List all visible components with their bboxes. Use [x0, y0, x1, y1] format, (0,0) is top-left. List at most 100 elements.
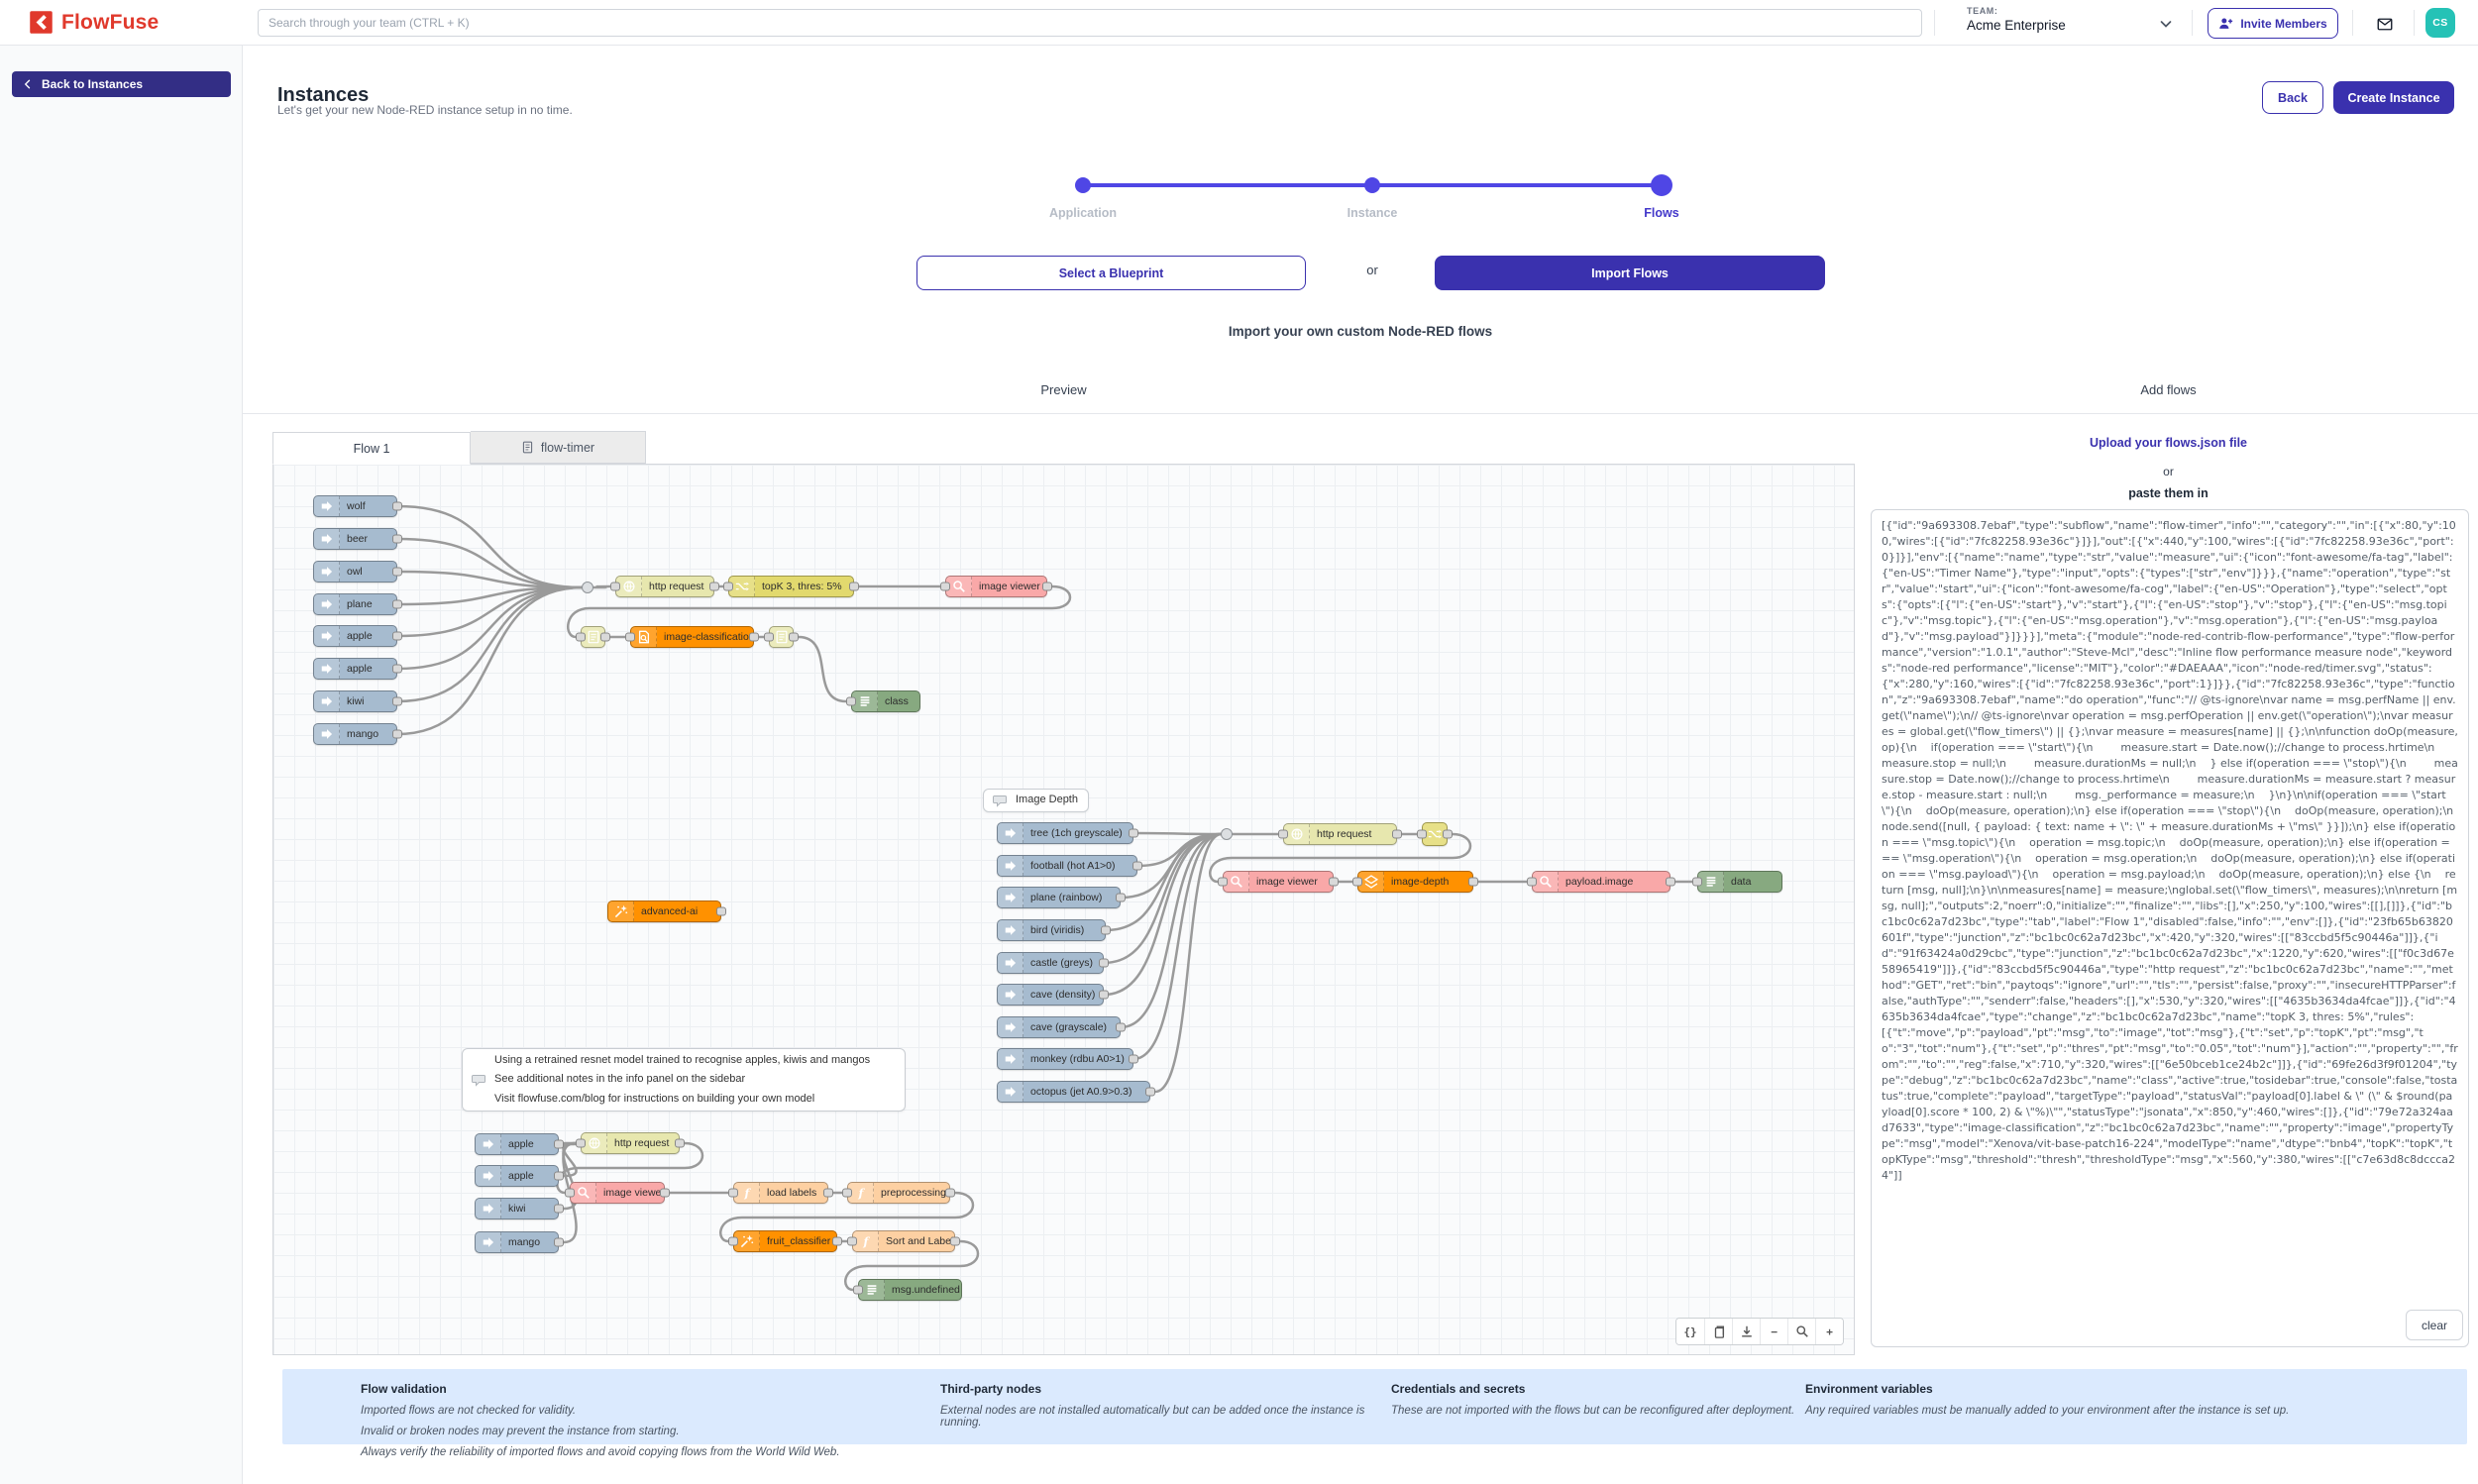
- flow-comment[interactable]: Using a retrained resnet model trained t…: [462, 1048, 906, 1112]
- code-icon[interactable]: {}: [1676, 1319, 1704, 1344]
- stepper-dot-instance[interactable]: [1364, 177, 1380, 193]
- flow-node-change[interactable]: [1417, 822, 1453, 846]
- node-output-port[interactable]: [392, 664, 402, 674]
- node-output-port[interactable]: [1116, 1022, 1126, 1032]
- node-output-port[interactable]: [554, 1139, 564, 1149]
- node-input-port[interactable]: [1352, 877, 1362, 887]
- flow-node-image-viewer[interactable]: image viewer: [940, 576, 1052, 597]
- node-output-port[interactable]: [554, 1237, 564, 1247]
- back-to-instances-button[interactable]: Back to Instances: [12, 71, 231, 97]
- flow-comment[interactable]: Image Depth: [983, 789, 1089, 812]
- back-button[interactable]: Back: [2262, 81, 2323, 114]
- flow-node-template[interactable]: [764, 626, 799, 648]
- node-input-port[interactable]: [625, 632, 635, 642]
- node-output-port[interactable]: [1468, 877, 1478, 887]
- node-input-port[interactable]: [610, 582, 620, 591]
- node-output-port[interactable]: [660, 1188, 670, 1198]
- node-output-port[interactable]: [1129, 1054, 1138, 1064]
- node-output-port[interactable]: [1116, 893, 1126, 902]
- node-output-port[interactable]: [749, 632, 759, 642]
- flow-node-mango[interactable]: mango: [475, 1231, 564, 1253]
- zoom-in-icon[interactable]: +: [1815, 1319, 1843, 1344]
- node-output-port[interactable]: [789, 632, 799, 642]
- flow-node-kiwi[interactable]: kiwi: [475, 1198, 564, 1219]
- node-input-port[interactable]: [576, 1138, 586, 1148]
- node-output-port[interactable]: [675, 1138, 685, 1148]
- flow-node-payload-image[interactable]: payload.image: [1527, 871, 1675, 893]
- flow-node-image-viewer[interactable]: image viewer: [1218, 871, 1339, 893]
- flow-node-cave-grayscale-[interactable]: cave (grayscale): [997, 1016, 1126, 1038]
- node-output-port[interactable]: [1101, 925, 1111, 935]
- flow-node-apple[interactable]: apple: [475, 1165, 564, 1187]
- flow-node-image-depth[interactable]: image-depth: [1352, 871, 1478, 893]
- node-input-port[interactable]: [853, 1285, 863, 1295]
- node-output-port[interactable]: [945, 1188, 955, 1198]
- node-output-port[interactable]: [1329, 877, 1339, 887]
- flow-node-image-viewer[interactable]: image viewer: [565, 1182, 670, 1204]
- flow-node-bird-viridis-[interactable]: bird (viridis): [997, 919, 1111, 941]
- node-output-port[interactable]: [823, 1188, 833, 1198]
- stepper-dot-application[interactable]: [1075, 177, 1091, 193]
- node-output-port[interactable]: [1099, 958, 1109, 968]
- flow-node-monkey-rdbu-a0-1-[interactable]: monkey (rdbu A0>1): [997, 1048, 1138, 1070]
- flow-node-advanced-ai[interactable]: advanced-ai: [607, 901, 726, 922]
- flow-node-apple[interactable]: apple: [313, 625, 402, 647]
- node-input-port[interactable]: [1278, 829, 1288, 839]
- node-output-port[interactable]: [600, 632, 610, 642]
- flow-node-apple[interactable]: apple: [313, 658, 402, 680]
- wire-junction[interactable]: [1221, 828, 1233, 840]
- node-output-port[interactable]: [1099, 990, 1109, 1000]
- node-output-port[interactable]: [392, 599, 402, 609]
- flow-node-image-classification[interactable]: image-classification: [625, 626, 759, 648]
- flow-canvas[interactable]: {} − + wolf beer owl plane apple apple kiwi man…: [272, 464, 1855, 1355]
- flow-node-cave-density-[interactable]: cave (density): [997, 984, 1109, 1006]
- node-input-port[interactable]: [842, 1188, 852, 1198]
- clear-button[interactable]: clear: [2406, 1310, 2463, 1340]
- upload-flows-link[interactable]: Upload your flows.json file: [2089, 436, 2248, 450]
- node-output-port[interactable]: [1392, 829, 1402, 839]
- flow-node-tree-1ch-greyscale-[interactable]: tree (1ch greyscale): [997, 822, 1138, 844]
- node-input-port[interactable]: [728, 1188, 738, 1198]
- import-flows-button[interactable]: Import Flows: [1435, 256, 1825, 290]
- search-icon[interactable]: [1787, 1319, 1815, 1344]
- flow-node-castle-greys-[interactable]: castle (greys): [997, 952, 1109, 974]
- node-output-port[interactable]: [554, 1204, 564, 1214]
- node-input-port[interactable]: [1218, 877, 1228, 887]
- node-output-port[interactable]: [392, 631, 402, 641]
- node-output-port[interactable]: [950, 1236, 960, 1246]
- flow-node-football-hot-a1-0-[interactable]: football (hot A1>0): [997, 855, 1142, 877]
- invite-members-button[interactable]: Invite Members: [2208, 8, 2338, 39]
- node-output-port[interactable]: [1132, 861, 1142, 871]
- node-input-port[interactable]: [764, 632, 774, 642]
- node-output-port[interactable]: [716, 906, 726, 916]
- node-output-port[interactable]: [832, 1236, 842, 1246]
- flow-node-mango[interactable]: mango: [313, 723, 402, 745]
- node-input-port[interactable]: [565, 1188, 575, 1198]
- flow-node-kiwi[interactable]: kiwi: [313, 690, 402, 712]
- node-input-port[interactable]: [940, 582, 950, 591]
- node-output-port[interactable]: [1042, 582, 1052, 591]
- flow-node-octopus-jet-a0-9-0-3-[interactable]: octopus (jet A0.9>0.3): [997, 1081, 1155, 1103]
- node-output-port[interactable]: [392, 534, 402, 544]
- node-input-port[interactable]: [723, 582, 733, 591]
- node-input-port[interactable]: [576, 632, 586, 642]
- flow-node-topk-3-thres-5-[interactable]: topK 3, thres: 5%: [723, 576, 859, 597]
- flow-node-template[interactable]: [576, 626, 610, 648]
- flow-node-beer[interactable]: beer: [313, 528, 402, 550]
- flow-node-plane-rainbow-[interactable]: plane (rainbow): [997, 887, 1126, 908]
- node-output-port[interactable]: [1666, 877, 1675, 887]
- stepper-dot-flows[interactable]: [1651, 174, 1672, 196]
- node-output-port[interactable]: [1443, 829, 1453, 839]
- flowfuse-logo[interactable]: FlowFuse: [28, 9, 159, 36]
- flow-node-msg-undefined[interactable]: msg.undefined: [853, 1279, 962, 1301]
- node-input-port[interactable]: [1692, 877, 1702, 887]
- node-output-port[interactable]: [709, 582, 719, 591]
- flow-node-fruit-classifier[interactable]: fruit_classifier: [728, 1230, 842, 1252]
- tab-flow-timer[interactable]: flow-timer: [471, 431, 646, 464]
- flow-node-sort-and-label[interactable]: f Sort and Label: [847, 1230, 960, 1252]
- chevron-down-icon[interactable]: [2158, 16, 2174, 32]
- node-input-port[interactable]: [847, 1236, 857, 1246]
- node-input-port[interactable]: [846, 696, 856, 706]
- node-output-port[interactable]: [1129, 828, 1138, 838]
- flow-node-apple[interactable]: apple: [475, 1133, 564, 1155]
